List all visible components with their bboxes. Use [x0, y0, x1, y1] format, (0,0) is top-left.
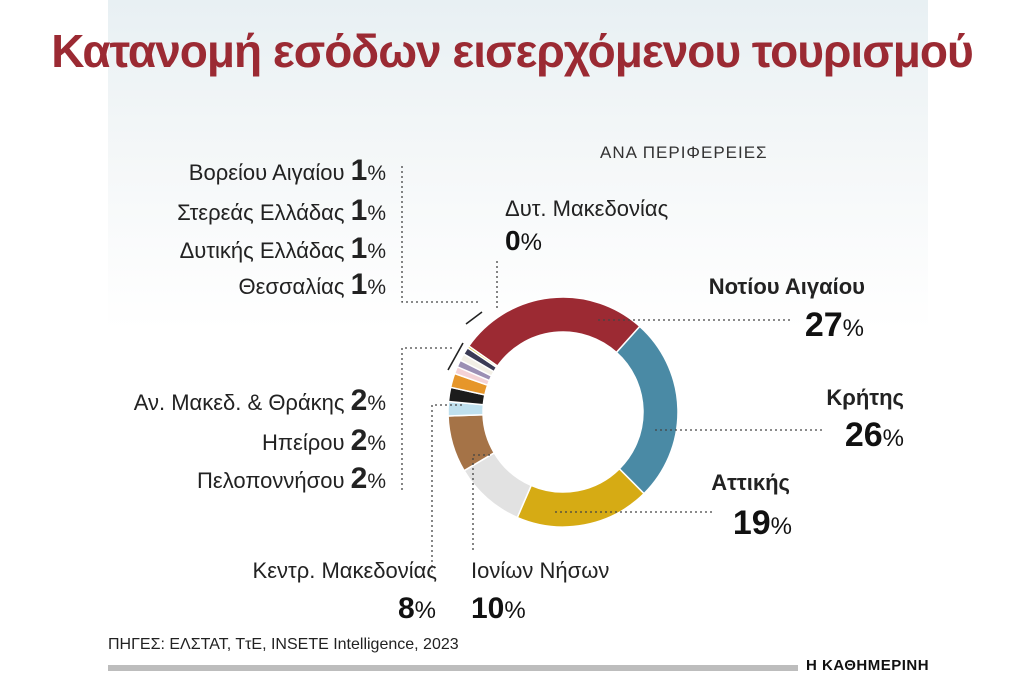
- label-stereas-elladas: Στερεάς Ελλάδας 1%: [177, 194, 386, 227]
- label-ipeirou: Ηπείρου 2%: [261, 424, 386, 457]
- chart-title: Κατανομή εσόδων εισερχόμενου τουρισμού: [0, 22, 1024, 80]
- label-dytikis-elladas: Δυτικής Ελλάδας 1%: [179, 232, 386, 265]
- chart-subtitle: ΑΝΑ ΠΕΡΙΦΕΡΕΙΕΣ: [600, 143, 768, 162]
- label-thessalias: Θεσσαλίας 1%: [238, 268, 386, 301]
- label-dyt-makedonias: Δυτ. Μακεδονίας: [505, 196, 669, 221]
- donut-slice-0: [467, 296, 641, 368]
- value-kentr-makedonias: 8%: [397, 592, 436, 625]
- header-background: [108, 0, 928, 330]
- footer-rule: [108, 665, 798, 671]
- label-ionion-nison: Ιονίων Νήσων: [471, 558, 610, 583]
- leader-line-5: [401, 347, 452, 490]
- donut-slice-12: [466, 344, 499, 369]
- leader-line-6: [401, 165, 478, 303]
- brand-logo: Η ΚΑΘΗΜΕΡΙΝΗ: [806, 657, 930, 674]
- value-kritis: 26%: [844, 416, 904, 454]
- bracket-mark-0: [465, 311, 483, 325]
- value-ionion-nison: 10%: [471, 592, 526, 625]
- value-dyt-makedonias: 0%: [505, 225, 542, 256]
- chart-title-text: Κατανομή εσόδων εισερχόμενου τουρισμού: [51, 25, 974, 77]
- label-voreiou-aigaiou: Βορείου Αιγαίου 1%: [188, 154, 386, 187]
- donut-slice-2: [516, 467, 646, 528]
- bracket-mark-1: [447, 342, 464, 371]
- label-kritis: Κρήτης: [826, 385, 904, 410]
- label-notiou-aigaiou: Νοτίου Αιγαίου: [708, 274, 865, 299]
- leader-line-4: [431, 404, 462, 575]
- label-an-makedonias-thrakis: Αν. Μακεδ. & Θράκης 2%: [133, 384, 386, 417]
- donut-slice-1: [615, 325, 679, 495]
- leader-line-3: [472, 454, 490, 553]
- label-attikis: Αττικής: [711, 470, 790, 495]
- label-peloponnisou: Πελοποννήσου 2%: [197, 462, 386, 495]
- value-notiou-aigaiou: 27%: [804, 306, 864, 344]
- value-attikis: 19%: [732, 504, 792, 542]
- label-kentr-makedonias: Κεντρ. Μακεδονίας: [252, 558, 437, 583]
- source-note: ΠΗΓΕΣ: ΕΛΣΤΑΤ, ΤτΕ, INSETE Intelligence,…: [108, 636, 459, 653]
